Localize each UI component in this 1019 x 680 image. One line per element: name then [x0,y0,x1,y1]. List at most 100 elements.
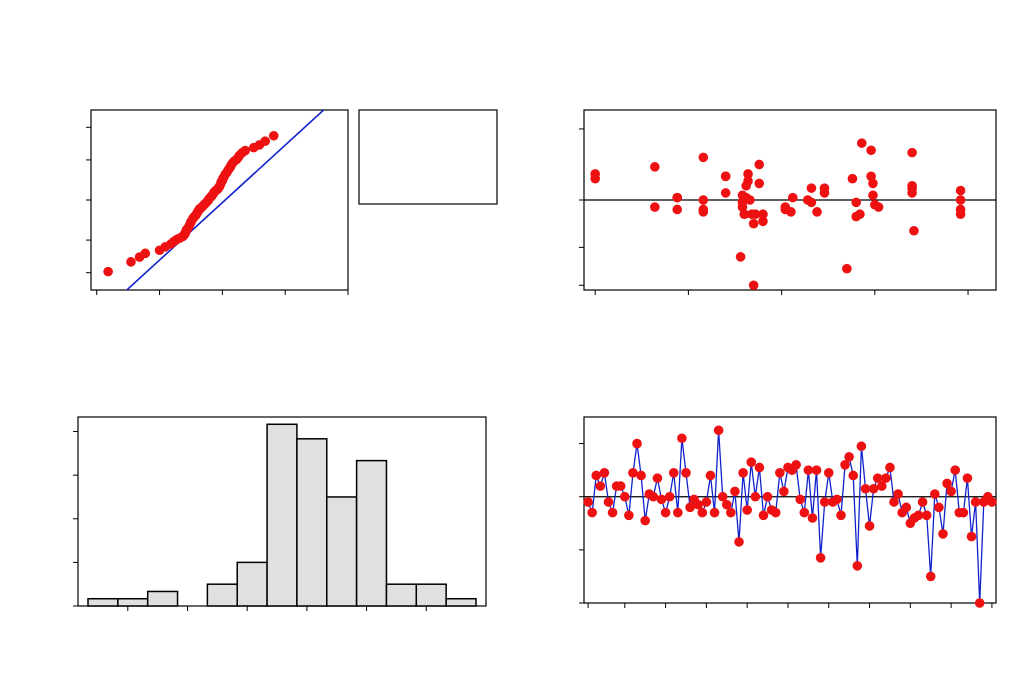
data-point [962,473,973,483]
data-point [807,513,818,523]
data-point [750,209,761,220]
data-point [595,481,606,491]
data-point [966,531,977,542]
data-point [791,460,801,470]
data-point [726,507,736,518]
data-point [762,491,773,502]
data-point [868,178,878,189]
data-point [648,491,659,502]
data-point [672,204,683,215]
histogram-bar [117,597,149,607]
data-point [742,505,752,515]
data-point [603,497,614,507]
data-point [856,441,867,452]
data-point [946,486,956,497]
data-point [632,438,642,449]
data-point [673,507,683,518]
data-point [844,452,854,462]
data-point [720,188,731,198]
data-point [664,491,675,502]
data-point [754,462,765,473]
histogram-bar [146,590,179,607]
data-point [819,497,830,507]
data-point [650,202,660,212]
data-point [787,192,798,203]
data-point [958,507,969,518]
data-point [955,195,966,205]
data-point [921,510,932,521]
data-point [668,468,679,478]
data-point [955,185,966,196]
data-point [852,561,863,571]
data-point [607,507,618,518]
data-point [819,183,830,193]
data-point [938,529,948,539]
data-point [713,425,724,436]
data-point [619,491,630,502]
data-point [868,190,878,201]
data-point [823,468,834,478]
data-point [812,207,822,217]
data-point [847,173,858,184]
data-point [866,145,876,156]
data-point [872,473,883,483]
data-point [698,195,709,205]
data-point [881,473,891,483]
data-point [860,483,871,494]
data-point [901,502,912,513]
data-point [126,257,136,267]
data-point [693,499,704,510]
data-point [615,481,626,491]
data-point [681,468,691,478]
plot-frame [583,416,997,604]
data-point [656,494,667,505]
data-point [893,489,903,499]
data-point [721,499,732,510]
data-point [636,470,646,481]
data-point [705,470,716,481]
data-point [743,176,753,186]
data-point [750,491,761,502]
data-point [745,195,755,205]
data-point [640,515,650,526]
data-point [583,497,593,507]
data-point [103,266,113,277]
histogram-bar [206,583,238,607]
data-point [720,171,731,182]
data-point [930,489,940,499]
data-point [842,263,852,274]
data-point [268,130,279,141]
histogram-bar [355,459,388,607]
data-point [873,202,884,212]
data-point [650,162,660,172]
data-point [734,537,744,547]
data-point [803,465,814,475]
data-point [735,252,746,262]
normal-probability-plot [86,109,349,295]
data-point [775,468,785,478]
data-point [974,598,985,608]
data-point [864,521,875,531]
data-point [591,470,602,481]
data-point [754,178,765,189]
data-point [770,507,781,518]
data-point [868,483,879,494]
data-point [832,494,842,505]
histogram-bar [87,597,119,607]
data-point [652,473,663,483]
data-point [746,457,757,467]
data-point [811,465,822,475]
histogram-bar [266,423,298,607]
data-point [709,507,720,518]
data-point [799,507,810,518]
data-point [677,433,687,444]
data-point [970,497,981,507]
data-point [907,188,917,198]
data-point [917,497,928,507]
histogram-bar [415,583,447,607]
data-point [907,147,917,158]
data-point [599,468,610,478]
data-point [786,207,796,217]
histogram-of-residuals [73,416,487,611]
